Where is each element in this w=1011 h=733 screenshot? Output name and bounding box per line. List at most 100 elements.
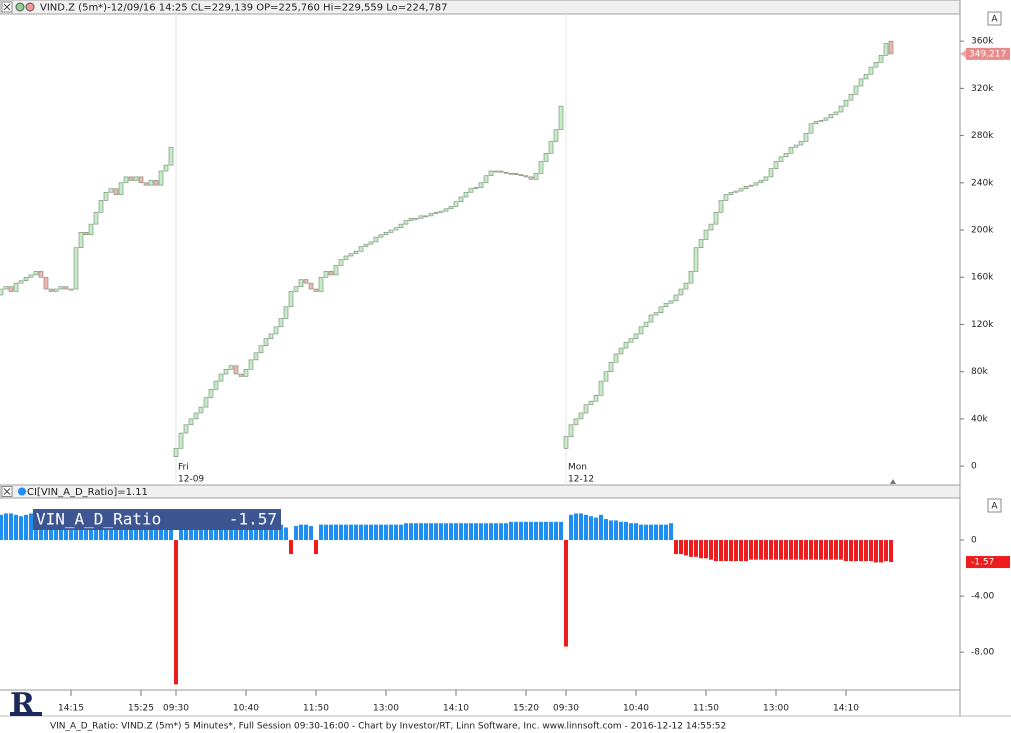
bar bbox=[264, 523, 268, 541]
bar bbox=[199, 523, 203, 541]
bar bbox=[254, 523, 258, 541]
bar bbox=[489, 523, 493, 541]
bar bbox=[179, 523, 183, 541]
close-icon bbox=[3, 488, 11, 495]
y-tick-label: 240k bbox=[971, 178, 994, 188]
x-tick-label: 10:40 bbox=[233, 704, 259, 714]
bar bbox=[479, 523, 483, 541]
bar bbox=[549, 521, 553, 541]
candle-up bbox=[428, 213, 434, 217]
bar bbox=[569, 514, 573, 541]
bar bbox=[714, 540, 718, 562]
candle-up bbox=[288, 291, 294, 308]
candle-down bbox=[308, 282, 314, 290]
bar bbox=[639, 524, 643, 541]
y-tick-label: -4.00 bbox=[971, 592, 995, 602]
candle-up bbox=[643, 321, 649, 328]
bar bbox=[224, 523, 228, 541]
bar bbox=[679, 540, 683, 555]
y-tick-label: 160k bbox=[971, 273, 994, 283]
candle-up bbox=[753, 182, 759, 186]
candle-up bbox=[118, 182, 124, 195]
bar bbox=[754, 540, 758, 560]
x-tick-label: 10:40 bbox=[623, 704, 649, 714]
bar bbox=[604, 519, 608, 541]
candle-up bbox=[878, 55, 884, 63]
candle-up bbox=[708, 223, 714, 231]
candle-up bbox=[3, 286, 9, 290]
bar bbox=[19, 516, 23, 541]
bar bbox=[524, 521, 528, 541]
bar bbox=[574, 513, 578, 541]
candle-up bbox=[248, 359, 254, 370]
candle-up bbox=[253, 352, 259, 361]
x-tick-label: 13:00 bbox=[373, 704, 399, 714]
candle-up bbox=[603, 371, 609, 382]
bar bbox=[609, 520, 613, 541]
bar bbox=[624, 521, 628, 541]
candle-up bbox=[443, 208, 449, 212]
candle-down bbox=[43, 276, 49, 290]
candle-down bbox=[313, 288, 319, 292]
candle-up bbox=[623, 341, 629, 349]
bar bbox=[709, 540, 713, 560]
autoscale-button[interactable] bbox=[987, 498, 1002, 513]
candle-up bbox=[473, 187, 479, 190]
candle-up bbox=[538, 161, 544, 174]
y-tick-label: 320k bbox=[971, 84, 994, 94]
candle-up bbox=[568, 424, 574, 437]
candle-up bbox=[718, 200, 724, 213]
status-icon[interactable] bbox=[25, 2, 35, 12]
bar bbox=[4, 513, 8, 541]
x-tick-label: 14:15 bbox=[58, 704, 84, 714]
bar bbox=[834, 540, 838, 560]
candle-up bbox=[393, 227, 399, 231]
bar bbox=[439, 523, 443, 541]
candle-up bbox=[453, 201, 459, 207]
candle-up bbox=[668, 300, 674, 304]
candle-down bbox=[113, 188, 119, 195]
indicator-title: CI[VIN_A_D_Ratio]=1.11 bbox=[27, 487, 148, 498]
candle-up bbox=[813, 121, 819, 125]
candle-up bbox=[68, 288, 74, 291]
last-value-label: 349,217 bbox=[969, 49, 1006, 59]
bar bbox=[594, 517, 598, 541]
bar bbox=[544, 521, 548, 541]
session-day: Mon bbox=[568, 463, 587, 473]
candle-down bbox=[233, 365, 239, 375]
bar bbox=[789, 540, 793, 560]
bar bbox=[889, 540, 893, 563]
y-tick-label: 0 bbox=[971, 462, 977, 472]
bar bbox=[659, 524, 663, 541]
x-tick-label: 15:20 bbox=[513, 704, 539, 714]
bar bbox=[189, 521, 193, 541]
candle-up bbox=[723, 194, 729, 201]
bar bbox=[669, 523, 673, 541]
bar bbox=[634, 523, 638, 541]
candle-up bbox=[378, 234, 384, 238]
candle-up bbox=[123, 176, 129, 184]
bar bbox=[809, 540, 813, 560]
candle-down bbox=[523, 175, 529, 178]
candle-up bbox=[198, 406, 204, 414]
autoscale-button[interactable] bbox=[987, 11, 1002, 26]
bar bbox=[744, 540, 748, 562]
bar bbox=[324, 524, 328, 541]
bar bbox=[384, 524, 388, 541]
candle-down bbox=[238, 373, 244, 377]
candle-down bbox=[528, 176, 534, 180]
indicator-icon bbox=[18, 487, 26, 496]
status-icon[interactable] bbox=[15, 2, 25, 12]
candle-up bbox=[463, 191, 469, 198]
candle-up bbox=[818, 119, 824, 122]
candle-up bbox=[413, 217, 419, 220]
candle-up bbox=[778, 156, 784, 162]
candle-up bbox=[0, 288, 4, 296]
candle-up bbox=[648, 314, 654, 323]
x-tick-label: 11:50 bbox=[693, 704, 719, 714]
candle-up bbox=[598, 380, 604, 396]
y-tick-label: 120k bbox=[971, 320, 994, 330]
y-tick-label: 280k bbox=[971, 131, 994, 141]
bar bbox=[739, 540, 743, 562]
candle-up bbox=[733, 190, 739, 193]
